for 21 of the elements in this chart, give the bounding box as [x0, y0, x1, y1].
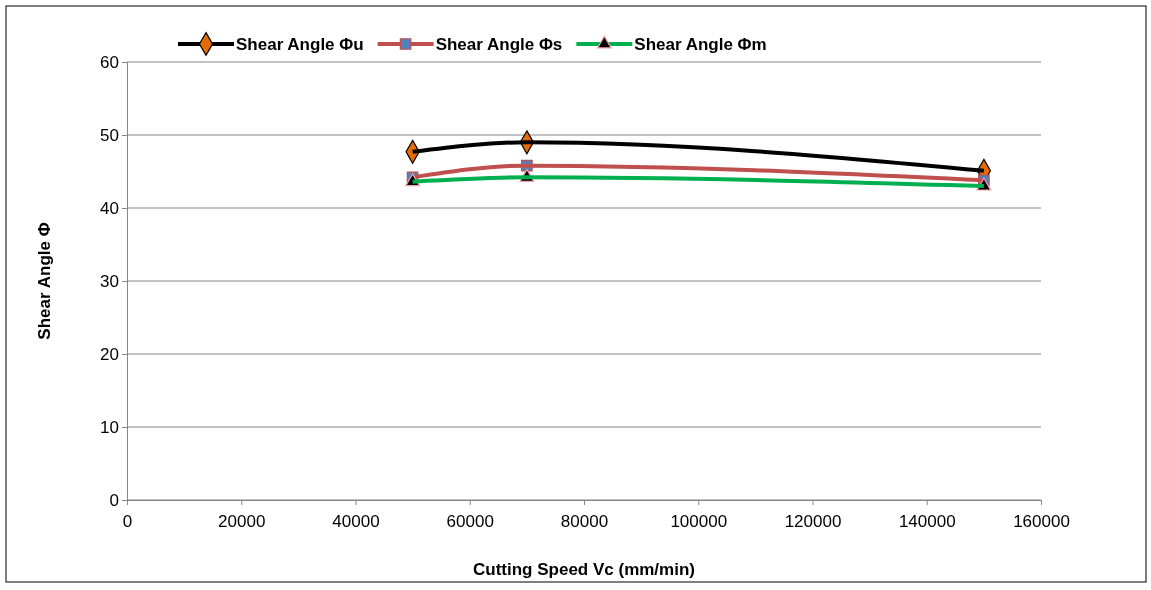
x-axis-title: Cutting Speed Vc (mm/min) — [473, 560, 695, 579]
x-tick-label: 60000 — [446, 511, 494, 531]
x-tick-label: 40000 — [332, 511, 380, 531]
legend-label: Shear Angle Φm — [634, 35, 767, 54]
x-tick-label: 100000 — [670, 511, 728, 531]
x-tick-label: 80000 — [560, 511, 609, 531]
y-axis-title: Shear Angle Φ — [35, 222, 54, 340]
x-tick-label: 0 — [122, 511, 133, 531]
y-tick-label: 10 — [100, 417, 119, 437]
y-tick-label: 30 — [100, 271, 119, 291]
x-tick-label: 140000 — [898, 511, 956, 531]
x-tick-label: 20000 — [218, 511, 266, 531]
y-tick-label: 40 — [100, 198, 119, 218]
y-tick-label: 60 — [100, 52, 119, 72]
legend-label: Shear Angle Φs — [435, 35, 563, 54]
y-tick-label: 50 — [100, 125, 119, 145]
x-tick-label: 120000 — [784, 511, 842, 531]
legend-label: Shear Angle Φu — [236, 35, 364, 54]
y-tick-label: 20 — [100, 344, 119, 364]
x-tick-label: 160000 — [1013, 511, 1070, 531]
y-tick-label: 0 — [109, 490, 119, 510]
